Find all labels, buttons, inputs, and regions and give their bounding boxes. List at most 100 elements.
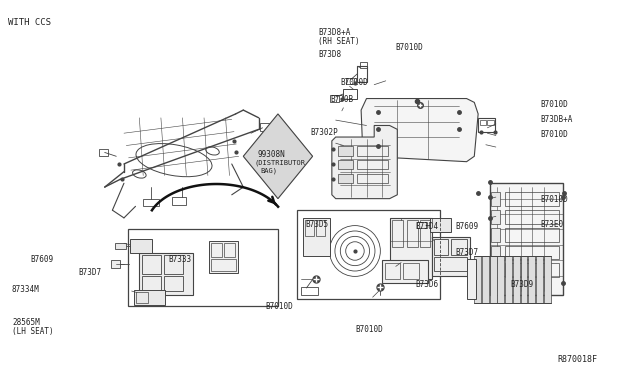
Bar — [346, 78, 354, 84]
Bar — [136, 292, 148, 302]
Bar — [357, 66, 367, 81]
Bar — [403, 263, 419, 279]
Bar — [467, 259, 476, 299]
Text: B7010D: B7010D — [265, 302, 292, 311]
Bar — [513, 256, 520, 302]
Bar — [301, 287, 318, 295]
Polygon shape — [332, 125, 397, 199]
Bar — [385, 263, 401, 279]
Bar — [130, 239, 152, 253]
Bar — [488, 120, 493, 125]
Bar — [338, 174, 353, 183]
Bar — [406, 220, 418, 247]
Text: B73D9: B73D9 — [510, 280, 533, 289]
Text: B7010D: B7010D — [540, 100, 568, 109]
Bar — [134, 289, 164, 305]
Bar — [172, 197, 186, 205]
Bar — [357, 174, 388, 183]
Bar — [505, 246, 559, 260]
Text: B7010D: B7010D — [395, 43, 423, 52]
Bar — [382, 260, 428, 283]
Bar — [211, 243, 221, 257]
Bar — [520, 256, 527, 302]
Text: B73D5: B73D5 — [305, 220, 328, 229]
Bar — [492, 192, 500, 206]
Text: B73DB+A: B73DB+A — [540, 115, 572, 124]
Bar — [316, 220, 325, 235]
Bar — [482, 256, 489, 302]
Bar — [480, 120, 486, 125]
Bar — [392, 220, 403, 247]
Text: 99308N: 99308N — [258, 150, 285, 159]
Bar — [211, 259, 236, 271]
Text: B73D8+A: B73D8+A — [318, 28, 350, 37]
Bar — [209, 241, 238, 273]
Bar — [543, 256, 550, 302]
Bar — [224, 243, 235, 257]
Bar — [297, 210, 440, 299]
Bar — [164, 255, 183, 274]
Polygon shape — [361, 99, 478, 162]
Bar — [360, 62, 367, 68]
Bar — [338, 160, 353, 169]
Bar — [505, 210, 559, 224]
Text: B7010D: B7010D — [355, 325, 383, 334]
Text: B730B: B730B — [330, 95, 353, 104]
Text: B7010D: B7010D — [340, 78, 368, 87]
Bar — [451, 240, 467, 255]
Text: B7609: B7609 — [30, 255, 53, 264]
Text: B73E0: B73E0 — [540, 220, 563, 229]
Bar — [141, 255, 161, 274]
Bar — [303, 218, 330, 256]
Bar — [357, 146, 388, 155]
Text: WITH CCS: WITH CCS — [8, 18, 51, 27]
Bar — [474, 256, 481, 302]
Bar — [140, 253, 193, 295]
Bar — [505, 256, 512, 302]
Polygon shape — [243, 114, 312, 199]
Text: B73D4: B73D4 — [415, 222, 438, 231]
Bar — [490, 256, 497, 302]
Bar — [164, 276, 183, 291]
Bar — [99, 150, 108, 155]
Bar — [505, 263, 559, 277]
Bar — [111, 260, 120, 268]
Bar — [357, 160, 388, 169]
Text: B7333: B7333 — [168, 255, 191, 264]
Bar — [492, 228, 500, 242]
Text: B73D8: B73D8 — [318, 50, 341, 59]
Bar — [528, 256, 535, 302]
Bar — [420, 220, 429, 247]
Text: (LH SEAT): (LH SEAT) — [12, 327, 54, 336]
Text: 28565M: 28565M — [12, 318, 40, 327]
Bar — [478, 118, 495, 132]
Bar — [432, 237, 470, 276]
Bar — [505, 192, 559, 206]
Text: B7609: B7609 — [455, 222, 478, 231]
Bar — [492, 210, 500, 224]
Bar — [497, 256, 504, 302]
Text: (RH SEAT): (RH SEAT) — [318, 37, 360, 46]
Bar — [505, 228, 559, 242]
Bar — [344, 89, 357, 99]
Bar — [492, 263, 500, 277]
Text: B7010D: B7010D — [540, 130, 568, 139]
Text: (DISTRIBUTOR: (DISTRIBUTOR — [255, 159, 306, 166]
Bar — [128, 230, 278, 307]
Bar — [492, 246, 500, 260]
Text: B73D7: B73D7 — [455, 248, 478, 257]
Bar — [536, 256, 543, 302]
Bar — [435, 240, 448, 255]
Text: BAG): BAG) — [260, 167, 277, 173]
Bar — [330, 95, 339, 102]
Bar — [338, 146, 353, 155]
Bar — [141, 276, 161, 291]
Text: B7010D: B7010D — [540, 195, 568, 204]
Text: B73D6: B73D6 — [415, 280, 438, 289]
Bar — [305, 220, 314, 235]
Bar — [429, 218, 451, 232]
Bar — [435, 257, 467, 271]
Bar — [260, 123, 269, 131]
Text: B73D7: B73D7 — [78, 268, 101, 277]
Bar — [390, 218, 432, 279]
